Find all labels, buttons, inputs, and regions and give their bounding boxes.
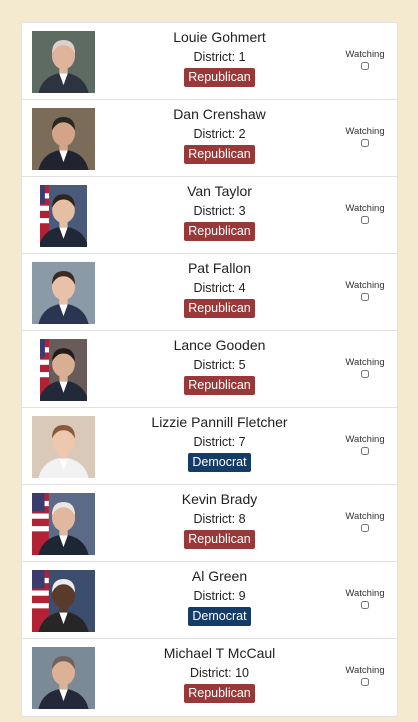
representative-row[interactable]: Van Taylor District: 3 Republican Watching bbox=[22, 177, 397, 254]
watching-label: Watching bbox=[345, 49, 385, 60]
representative-row[interactable]: Michael T McCaul District: 10 Republican Wa… bbox=[22, 639, 397, 716]
watching-label: Watching bbox=[345, 280, 385, 291]
party-badge: Republican bbox=[184, 299, 255, 318]
party-badge: Republican bbox=[184, 684, 255, 703]
district-label: District: 5 bbox=[193, 358, 246, 372]
party-badge: Republican bbox=[184, 376, 255, 395]
representative-name[interactable]: Al Green bbox=[191, 568, 248, 584]
watching-label: Watching bbox=[345, 511, 385, 522]
party-badge: Republican bbox=[184, 68, 255, 87]
party-badge: Republican bbox=[184, 145, 255, 164]
representative-row[interactable]: Pat Fallon District: 4 Republican Watching bbox=[22, 254, 397, 331]
representative-name[interactable]: Lance Gooden bbox=[173, 337, 266, 353]
representative-row[interactable]: Al Green District: 9 Democrat Watching bbox=[22, 562, 397, 639]
watching-toggle: Watching bbox=[339, 280, 391, 301]
watching-checkbox[interactable] bbox=[361, 678, 369, 686]
watching-checkbox[interactable] bbox=[361, 216, 369, 224]
portrait-photo bbox=[32, 31, 95, 93]
party-badge: Republican bbox=[184, 530, 255, 549]
party-badge: Republican bbox=[184, 222, 255, 241]
district-label: District: 3 bbox=[193, 204, 246, 218]
watching-toggle: Watching bbox=[339, 588, 391, 609]
district-label: District: 7 bbox=[193, 435, 246, 449]
portrait-photo-flag bbox=[40, 185, 87, 247]
representative-info: Al Green District: 9 Democrat bbox=[117, 568, 322, 626]
portrait-photo bbox=[32, 108, 95, 170]
watching-checkbox[interactable] bbox=[361, 62, 369, 70]
portrait-photo-flag bbox=[32, 493, 95, 555]
representative-name[interactable]: Lizzie Pannill Fletcher bbox=[151, 414, 288, 430]
representative-row[interactable]: Dan Crenshaw District: 2 Republican Watchin… bbox=[22, 100, 397, 177]
representative-name[interactable]: Louie Gohmert bbox=[173, 29, 266, 45]
watching-label: Watching bbox=[345, 434, 385, 445]
watching-toggle: Watching bbox=[339, 434, 391, 455]
portrait-photo bbox=[32, 647, 95, 709]
representative-name[interactable]: Michael T McCaul bbox=[163, 645, 276, 661]
watching-checkbox[interactable] bbox=[361, 524, 369, 532]
representative-name[interactable]: Pat Fallon bbox=[187, 260, 252, 276]
representative-info: Pat Fallon District: 4 Republican bbox=[117, 260, 322, 318]
watching-label: Watching bbox=[345, 357, 385, 368]
watching-label: Watching bbox=[345, 126, 385, 137]
watching-label: Watching bbox=[345, 665, 385, 676]
district-label: District: 8 bbox=[193, 512, 246, 526]
party-badge: Democrat bbox=[188, 607, 251, 626]
watching-toggle: Watching bbox=[339, 511, 391, 532]
representative-row[interactable]: Kevin Brady District: 8 Republican Watching bbox=[22, 485, 397, 562]
district-label: District: 2 bbox=[193, 127, 246, 141]
district-label: District: 9 bbox=[193, 589, 246, 603]
portrait-photo bbox=[32, 262, 95, 324]
watching-checkbox[interactable] bbox=[361, 370, 369, 378]
representative-row[interactable]: Lance Gooden District: 5 Republican Watchin… bbox=[22, 331, 397, 408]
watching-label: Watching bbox=[345, 203, 385, 214]
representative-info: Dan Crenshaw District: 2 Republican bbox=[117, 106, 322, 164]
portrait-photo bbox=[32, 416, 95, 478]
watching-label: Watching bbox=[345, 588, 385, 599]
representative-list: Louie Gohmert District: 1 Republican Watchi… bbox=[21, 22, 398, 717]
watching-toggle: Watching bbox=[339, 665, 391, 686]
party-badge: Democrat bbox=[188, 453, 251, 472]
district-label: District: 10 bbox=[189, 666, 250, 680]
watching-checkbox[interactable] bbox=[361, 293, 369, 301]
representative-info: Lizzie Pannill Fletcher District: 7 Democr… bbox=[117, 414, 322, 472]
representative-info: Louie Gohmert District: 1 Republican bbox=[117, 29, 322, 87]
representative-name[interactable]: Dan Crenshaw bbox=[173, 106, 266, 122]
watching-checkbox[interactable] bbox=[361, 447, 369, 455]
district-label: District: 4 bbox=[193, 281, 246, 295]
watching-toggle: Watching bbox=[339, 203, 391, 224]
representative-info: Van Taylor District: 3 Republican bbox=[117, 183, 322, 241]
district-label: District: 1 bbox=[193, 50, 246, 64]
portrait-photo-flag bbox=[40, 339, 87, 401]
portrait-photo-flag bbox=[32, 570, 95, 632]
watching-toggle: Watching bbox=[339, 126, 391, 147]
watching-toggle: Watching bbox=[339, 357, 391, 378]
watching-checkbox[interactable] bbox=[361, 139, 369, 147]
watching-checkbox[interactable] bbox=[361, 601, 369, 609]
representative-row[interactable]: Louie Gohmert District: 1 Republican Watchi… bbox=[22, 23, 397, 100]
representative-row[interactable]: Lizzie Pannill Fletcher District: 7 Democr… bbox=[22, 408, 397, 485]
representative-info: Kevin Brady District: 8 Republican bbox=[117, 491, 322, 549]
representative-name[interactable]: Van Taylor bbox=[187, 183, 252, 199]
representative-info: Lance Gooden District: 5 Republican bbox=[117, 337, 322, 395]
watching-toggle: Watching bbox=[339, 49, 391, 70]
representative-name[interactable]: Kevin Brady bbox=[181, 491, 258, 507]
representative-info: Michael T McCaul District: 10 Republican bbox=[117, 645, 322, 703]
